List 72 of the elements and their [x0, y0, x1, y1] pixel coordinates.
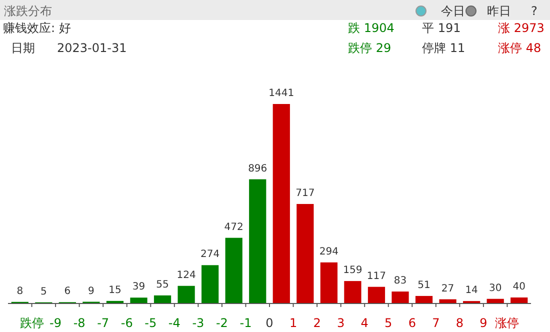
bar [368, 286, 386, 303]
data-label: 6 [64, 286, 71, 298]
bar [392, 292, 409, 303]
data-label: 55 [156, 279, 169, 290]
data-label: 294 [319, 246, 338, 258]
x-tick-label: 4 [360, 316, 368, 330]
bar [249, 179, 266, 303]
x-tick-label: -2 [216, 316, 228, 330]
x-tick-label: -7 [97, 316, 110, 330]
x-tick-label: -9 [50, 316, 62, 330]
data-label: 472 [224, 222, 244, 233]
text: 昨日 [487, 4, 511, 18]
x-tick-label: -3 [192, 316, 204, 330]
data-label: 159 [343, 265, 362, 276]
bar [296, 204, 314, 303]
x-tick-label: 9 [480, 316, 488, 330]
bar [154, 295, 172, 303]
text: 跌停 29 [348, 41, 392, 55]
data-label: 1441 [268, 88, 294, 99]
text: 停牌 11 [422, 41, 466, 55]
data-label: 30 [488, 282, 502, 294]
data-label: 717 [296, 188, 315, 199]
bar [272, 104, 290, 303]
data-label: 274 [200, 249, 220, 260]
data-label: 896 [248, 163, 268, 174]
data-label: 40 [512, 281, 526, 292]
data-label: 8 [16, 286, 24, 297]
bar [344, 281, 362, 303]
data-label: 124 [176, 270, 196, 281]
bar [486, 298, 504, 303]
x-tick-label: 8 [456, 316, 464, 330]
bar [225, 238, 242, 303]
data-label: 14 [465, 285, 478, 296]
data-label: 117 [366, 270, 386, 282]
data-label: 83 [394, 276, 407, 287]
x-tick-label: 涨停 [495, 316, 520, 330]
data-label: 51 [418, 280, 430, 291]
text: 日期 [11, 41, 35, 55]
chart-title: 涨跌分布 [4, 4, 52, 18]
bar [130, 298, 148, 303]
data-label: 39 [132, 282, 146, 293]
data-label: 27 [441, 283, 454, 294]
bar [178, 286, 195, 303]
text: 平 191 [422, 21, 461, 35]
x-tick-label: -1 [240, 316, 252, 330]
data-label: 15 [108, 284, 122, 296]
bar [510, 297, 528, 303]
x-tick-label: 1 [289, 316, 298, 330]
text: 赚钱效应: 好 [3, 21, 71, 35]
x-tick-label: 3 [337, 316, 345, 330]
x-tick-label: -5 [144, 316, 157, 330]
text: 今日 [441, 4, 465, 18]
x-tick-label: 7 [432, 316, 440, 330]
x-tick-label: 2 [313, 316, 321, 330]
x-tick-label: 0 [266, 316, 274, 330]
x-tick-label: -6 [120, 316, 133, 330]
bar [439, 299, 456, 303]
text: 涨停 48 [498, 41, 542, 55]
x-tick-label: -4 [168, 316, 180, 330]
x-tick-label: 6 [408, 316, 416, 330]
text: ? [531, 4, 538, 18]
x-tick-label: -8 [73, 316, 86, 330]
data-label: 9 [88, 286, 94, 297]
bar [415, 296, 433, 303]
text: 2023-01-31 [57, 41, 127, 55]
text: 涨 2973 [498, 21, 544, 35]
x-tick-label: 跌停 [20, 316, 44, 330]
x-tick-label: 5 [384, 316, 392, 330]
data-label: 5 [40, 286, 47, 298]
text: 跌 1904 [348, 21, 394, 35]
bar [320, 262, 338, 303]
bar [202, 265, 219, 303]
